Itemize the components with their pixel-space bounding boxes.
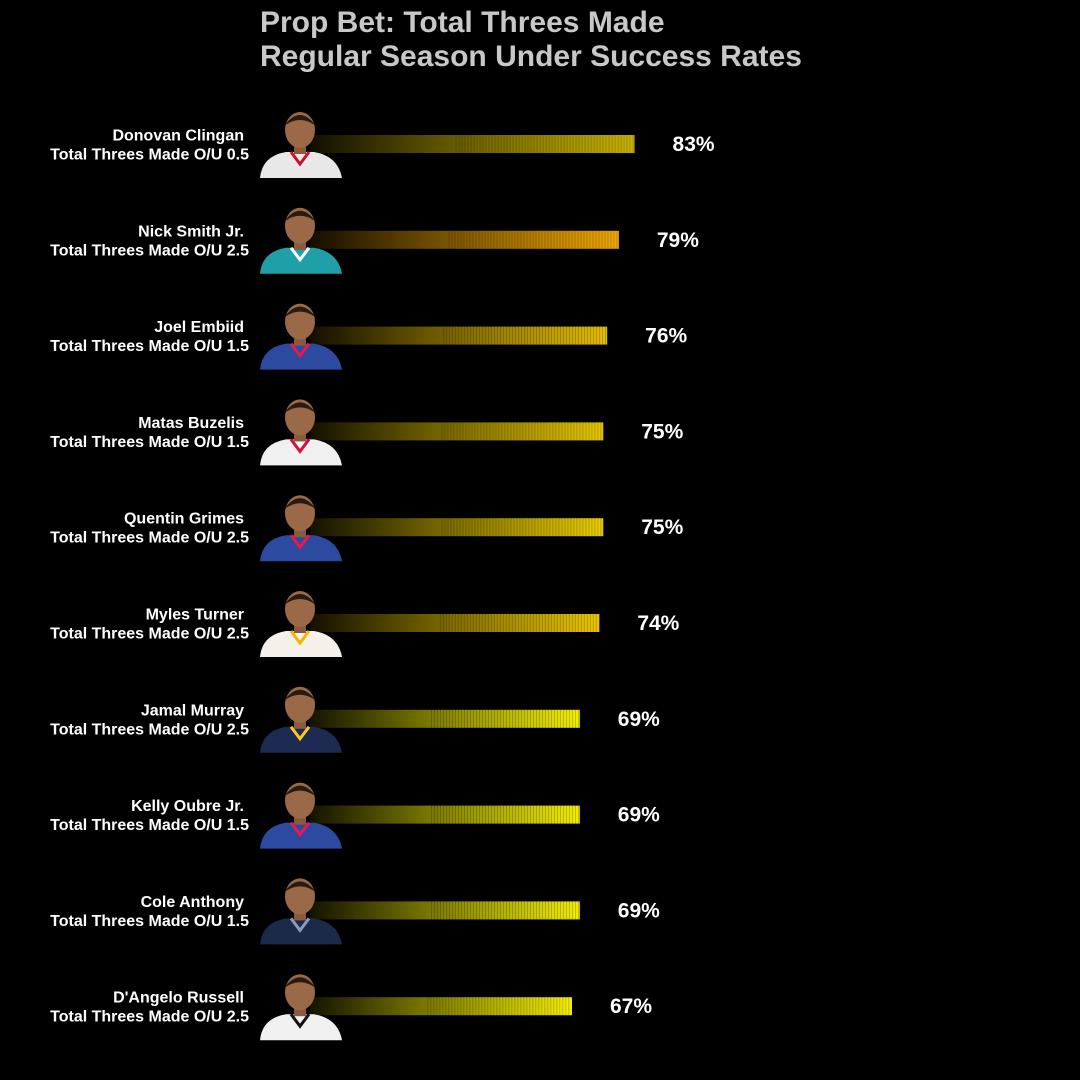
player-name-label: D'Angelo Russell bbox=[113, 990, 244, 1007]
jersey-collar bbox=[289, 725, 311, 742]
prop-line-label: Total Threes Made O/U 1.5 bbox=[50, 817, 249, 834]
bar-texture bbox=[431, 805, 579, 824]
chart-subtitle: Regular Season Under Success Rates bbox=[260, 40, 802, 73]
jersey-collar bbox=[289, 534, 311, 550]
player-headshot bbox=[260, 112, 342, 178]
value-label: 74% bbox=[637, 612, 679, 635]
jersey-collar bbox=[289, 917, 311, 933]
chart-title-block: Prop Bet: Total Threes Made Regular Seas… bbox=[260, 6, 802, 74]
player-hair bbox=[284, 115, 316, 126]
value-label: 67% bbox=[610, 995, 652, 1018]
bar-texture bbox=[441, 518, 602, 537]
prop-line-label: Total Threes Made O/U 2.5 bbox=[50, 626, 249, 643]
value-label: 69% bbox=[618, 804, 660, 827]
bar bbox=[310, 614, 600, 632]
player-headshot bbox=[260, 974, 342, 1041]
jersey-collar bbox=[289, 438, 311, 454]
player-headshot bbox=[260, 878, 342, 945]
prop-line-label: Total Threes Made O/U 1.5 bbox=[50, 913, 249, 930]
jersey-collar bbox=[289, 151, 311, 167]
player-hair bbox=[284, 306, 316, 318]
prop-line-label: Total Threes Made O/U 2.5 bbox=[50, 721, 249, 738]
prop-line-label: Total Threes Made O/U 1.5 bbox=[50, 434, 249, 451]
chart-title: Prop Bet: Total Threes Made bbox=[260, 6, 665, 39]
player-hair bbox=[284, 498, 316, 510]
prop-line-label: Total Threes Made O/U 2.5 bbox=[50, 530, 249, 547]
player-name-label: Matas Buzelis bbox=[138, 415, 244, 432]
bar bbox=[310, 997, 572, 1016]
player-name-label: Donovan Clingan bbox=[112, 128, 244, 145]
player-name-label: Nick Smith Jr. bbox=[138, 223, 244, 240]
bar bbox=[310, 901, 580, 920]
bar bbox=[310, 805, 580, 824]
player-headshot bbox=[260, 686, 342, 753]
bar bbox=[310, 230, 619, 249]
bar bbox=[310, 518, 604, 537]
player-hair bbox=[284, 689, 316, 701]
player-name-label: Quentin Grimes bbox=[124, 511, 244, 528]
value-label: 69% bbox=[618, 899, 660, 922]
jersey-collar bbox=[289, 1013, 311, 1029]
player-hair bbox=[284, 977, 316, 989]
value-label: 75% bbox=[641, 516, 683, 539]
bar-texture bbox=[427, 997, 570, 1016]
player-name-label: Cole Anthony bbox=[141, 894, 245, 911]
player-hair bbox=[284, 210, 316, 222]
jersey-collar bbox=[289, 821, 311, 838]
jersey-collar bbox=[289, 630, 311, 646]
jersey-collar bbox=[289, 342, 311, 359]
bar bbox=[310, 422, 604, 441]
player-hair bbox=[284, 402, 316, 414]
prop-line-label: Total Threes Made O/U 2.5 bbox=[50, 242, 249, 259]
prop-line-label: Total Threes Made O/U 0.5 bbox=[50, 147, 249, 164]
player-hair bbox=[284, 785, 316, 797]
bar-texture bbox=[441, 422, 602, 441]
bar bbox=[310, 135, 635, 153]
prop-line-label: Total Threes Made O/U 2.5 bbox=[50, 1009, 249, 1026]
player-name-label: Myles Turner bbox=[146, 607, 244, 624]
player-headshot bbox=[260, 591, 342, 657]
bar bbox=[310, 709, 580, 728]
bar-texture bbox=[448, 230, 618, 249]
player-headshot bbox=[260, 495, 342, 562]
bar bbox=[310, 326, 608, 345]
player-headshot bbox=[260, 399, 342, 466]
bar-texture bbox=[455, 135, 634, 153]
value-label: 79% bbox=[657, 229, 699, 252]
player-hair bbox=[284, 594, 316, 605]
player-headshot bbox=[260, 782, 342, 849]
player-name-label: Jamal Murray bbox=[141, 702, 244, 719]
jersey-collar bbox=[289, 246, 311, 263]
bar-texture bbox=[431, 709, 579, 728]
value-label: 75% bbox=[641, 420, 683, 443]
prop-line-label: Total Threes Made O/U 1.5 bbox=[50, 338, 249, 355]
value-label: 83% bbox=[673, 133, 715, 156]
value-label: 69% bbox=[618, 708, 660, 731]
player-name-label: Kelly Oubre Jr. bbox=[131, 798, 244, 815]
player-hair bbox=[284, 881, 316, 893]
value-label: 76% bbox=[645, 325, 687, 348]
player-name-label: Joel Embiid bbox=[154, 319, 244, 336]
bar-texture bbox=[439, 614, 597, 632]
bar-texture bbox=[431, 901, 579, 920]
player-headshot bbox=[260, 207, 342, 274]
player-headshot bbox=[260, 303, 342, 370]
bar-texture bbox=[443, 326, 607, 345]
